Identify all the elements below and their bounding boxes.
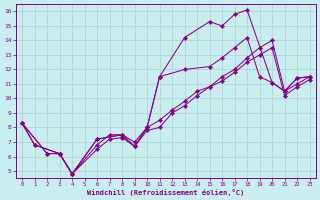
X-axis label: Windchill (Refroidissement éolien,°C): Windchill (Refroidissement éolien,°C)	[87, 189, 244, 196]
